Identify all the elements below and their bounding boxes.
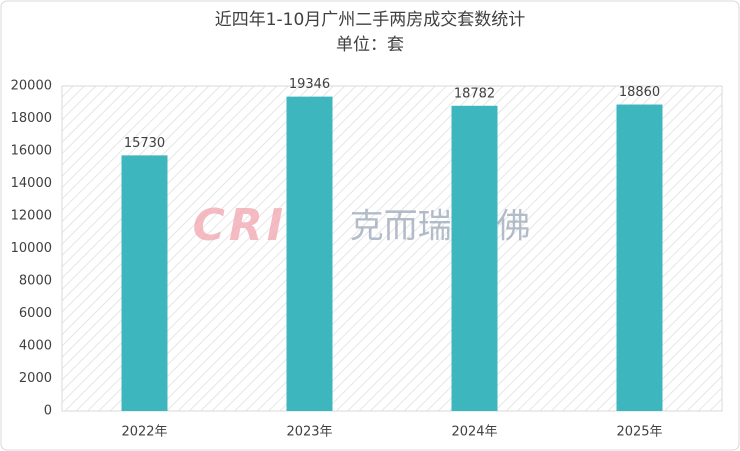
data-label: 18860 (619, 85, 660, 100)
plot-area (61, 85, 723, 412)
watermark-text: 克而瑞·广佛 (350, 207, 531, 247)
y-tick-label: 16000 (11, 144, 52, 159)
bar (121, 155, 168, 411)
chart-title: 近四年1-10月广州二手两房成交套数统计 (215, 10, 526, 30)
data-label: 19346 (289, 77, 330, 92)
bar (451, 105, 498, 411)
x-tick-label: 2023年 (286, 425, 332, 440)
x-tick-label: 2025年 (616, 425, 662, 440)
y-tick-label: 0 (44, 404, 52, 419)
y-tick-label: 14000 (11, 176, 52, 191)
bar (286, 96, 333, 411)
x-tick-label: 2024年 (451, 425, 497, 440)
y-tick-label: 2000 (19, 371, 52, 386)
data-label: 15730 (124, 136, 165, 151)
y-tick-label: 8000 (19, 274, 52, 289)
data-label: 18782 (454, 86, 495, 101)
x-tick-label: 2022年 (121, 425, 167, 440)
chart-subtitle: 单位：套 (336, 35, 404, 55)
y-tick-label: 6000 (19, 306, 52, 321)
y-tick-label: 4000 (19, 339, 52, 354)
y-tick-label: 12000 (11, 209, 52, 224)
y-tick-label: 20000 (11, 79, 52, 94)
y-tick-label: 10000 (11, 241, 52, 256)
y-tick-label: 18000 (11, 111, 52, 126)
bar (616, 104, 663, 412)
